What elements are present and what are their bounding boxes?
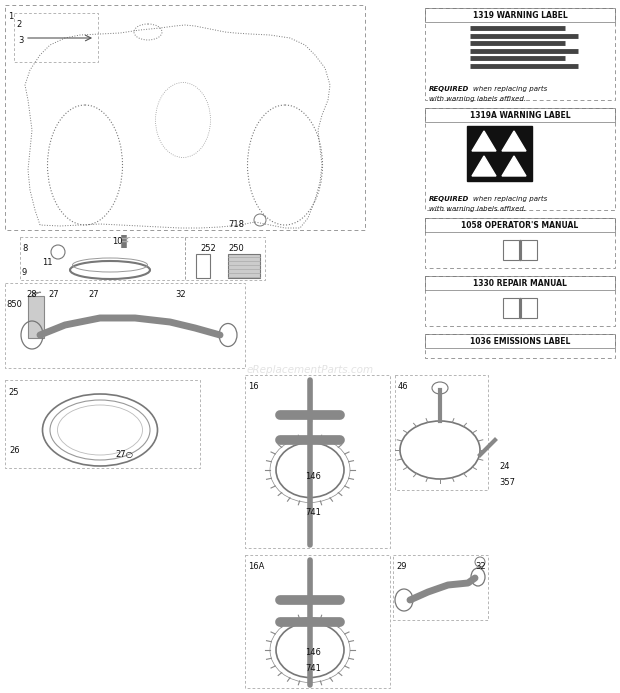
Text: 32: 32 [475, 562, 485, 571]
Bar [5, 283, 245, 368]
Text: 1036 EMISSIONS LABEL: 1036 EMISSIONS LABEL [470, 337, 570, 346]
Bar [425, 276, 615, 326]
Bar [425, 108, 615, 122]
Text: 27: 27 [48, 290, 59, 299]
Text: 28: 28 [26, 290, 37, 299]
Text: 8: 8 [22, 244, 27, 253]
Polygon shape [472, 131, 496, 151]
Polygon shape [502, 131, 526, 151]
Text: 357: 357 [499, 478, 515, 487]
Polygon shape [502, 156, 526, 176]
Bar [425, 8, 615, 100]
Text: 16A: 16A [248, 562, 264, 571]
Bar [425, 218, 615, 232]
Text: 146: 146 [305, 648, 321, 657]
Bar [5, 380, 200, 468]
Bar [425, 334, 615, 348]
Text: 25: 25 [8, 388, 19, 397]
Text: with warning labels affixed.: with warning labels affixed. [429, 96, 526, 102]
Text: 252: 252 [200, 244, 216, 253]
Text: 24: 24 [499, 462, 510, 471]
Bar [395, 375, 488, 490]
Text: 10: 10 [112, 237, 123, 246]
Text: 1: 1 [8, 12, 13, 21]
Bar [393, 555, 488, 620]
Text: 718: 718 [228, 220, 244, 229]
Text: 27: 27 [88, 290, 99, 299]
Text: 1319 WARNING LABEL: 1319 WARNING LABEL [472, 10, 567, 19]
Text: 1319A WARNING LABEL: 1319A WARNING LABEL [470, 110, 570, 119]
Bar [503, 298, 519, 318]
Bar [521, 240, 537, 260]
Text: 29: 29 [396, 562, 407, 571]
Bar [425, 108, 615, 210]
Text: when replacing parts: when replacing parts [473, 86, 547, 92]
Text: 27○: 27○ [115, 450, 133, 459]
Text: 46: 46 [398, 382, 409, 391]
Bar [425, 334, 615, 358]
Text: when replacing parts: when replacing parts [473, 196, 547, 202]
Bar [425, 8, 615, 22]
Text: 741: 741 [305, 508, 321, 517]
Text: 250: 250 [228, 244, 244, 253]
Bar [14, 13, 98, 62]
Bar [467, 126, 532, 181]
Text: 2: 2 [16, 20, 21, 29]
Bar [28, 296, 44, 338]
Text: 11: 11 [42, 258, 53, 267]
Text: 1058 OPERATOR'S MANUAL: 1058 OPERATOR'S MANUAL [461, 220, 578, 229]
Bar [425, 218, 615, 268]
Text: 1330 REPAIR MANUAL: 1330 REPAIR MANUAL [473, 279, 567, 288]
Bar [20, 237, 185, 280]
Text: eReplacementParts.com: eReplacementParts.com [246, 365, 374, 375]
Text: 146: 146 [305, 472, 321, 481]
Bar [521, 298, 537, 318]
Bar [245, 375, 390, 548]
Text: 741: 741 [305, 664, 321, 673]
Text: REQUIRED: REQUIRED [429, 196, 469, 202]
Text: 16: 16 [248, 382, 259, 391]
Text: 3: 3 [18, 36, 24, 45]
Text: 32: 32 [175, 290, 185, 299]
Bar [245, 555, 390, 688]
Text: 850: 850 [6, 300, 22, 309]
Bar [5, 5, 365, 230]
Text: REQUIRED: REQUIRED [429, 86, 469, 92]
Text: 9: 9 [22, 268, 27, 277]
Polygon shape [472, 156, 496, 176]
Bar [503, 240, 519, 260]
Text: 26: 26 [9, 446, 20, 455]
Bar [196, 254, 210, 278]
Bar [228, 254, 260, 278]
Bar [185, 237, 265, 280]
Text: with warning labels affixed.: with warning labels affixed. [429, 206, 526, 212]
Bar [425, 276, 615, 290]
